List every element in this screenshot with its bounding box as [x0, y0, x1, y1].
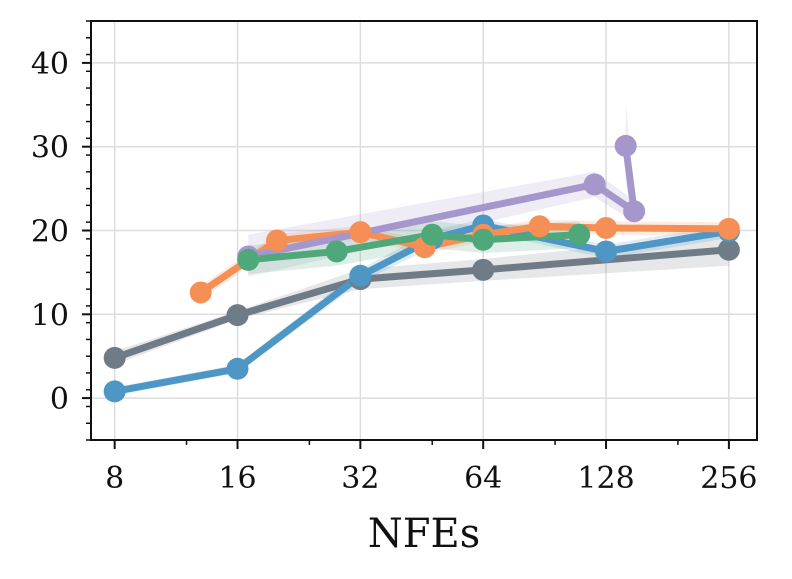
x-tick-label: 64 [464, 461, 502, 496]
line-orange [197, 222, 733, 297]
axis-ticks [82, 20, 730, 449]
y-tick-label: 20 [31, 215, 69, 250]
x-axis-title: NFEs [368, 511, 480, 557]
point-blue [103, 380, 126, 403]
line-purple [244, 142, 638, 260]
point-orange [595, 216, 618, 239]
y-tick-label: 30 [31, 131, 69, 166]
x-tick-label: 8 [105, 461, 124, 496]
point-blue [595, 240, 618, 263]
band-gray [114, 233, 729, 365]
y-tick-label: 10 [31, 298, 69, 333]
point-gray [226, 304, 249, 327]
tick-labels: 8 16 32 64 128 256 0 10 20 30 40 [31, 47, 758, 496]
x-tick-label: 32 [341, 461, 379, 496]
point-orange [349, 221, 372, 244]
point-gray [472, 258, 495, 281]
point-green [325, 240, 348, 263]
point-green [472, 228, 495, 251]
point-orange [266, 229, 289, 252]
y-tick-label: 0 [50, 382, 69, 417]
point-blue [226, 357, 249, 380]
point-gray [103, 346, 126, 369]
point-green [421, 223, 444, 246]
series-points [103, 134, 740, 403]
point-orange [528, 215, 551, 238]
point-green [568, 223, 591, 246]
point-purple [583, 173, 606, 196]
x-tick-label: 128 [577, 461, 634, 496]
y-tick-label: 40 [31, 47, 69, 82]
point-green [237, 248, 260, 271]
x-tick-label: 16 [218, 461, 256, 496]
x-tick-label: 256 [700, 461, 757, 496]
point-blue [349, 264, 372, 287]
point-orange [189, 281, 212, 304]
point-purple [623, 200, 646, 223]
point-gray [717, 238, 740, 261]
point-orange [717, 217, 740, 240]
point-purple [614, 134, 637, 157]
